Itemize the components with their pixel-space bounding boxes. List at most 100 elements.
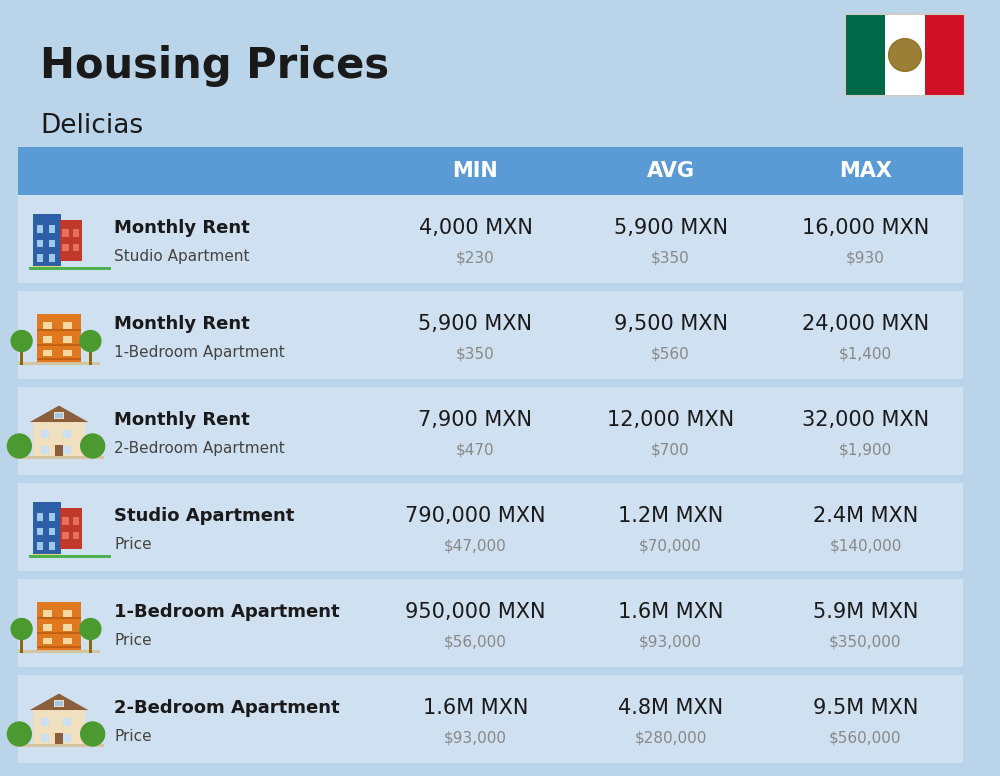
- Text: $47,000: $47,000: [444, 539, 507, 554]
- Text: $350,000: $350,000: [829, 635, 902, 650]
- FancyBboxPatch shape: [63, 733, 71, 742]
- FancyBboxPatch shape: [33, 502, 61, 559]
- Circle shape: [80, 331, 101, 352]
- FancyBboxPatch shape: [29, 268, 111, 270]
- Text: $93,000: $93,000: [444, 731, 507, 746]
- Text: 2-Bedroom Apartment: 2-Bedroom Apartment: [114, 698, 340, 716]
- FancyBboxPatch shape: [43, 610, 52, 617]
- FancyBboxPatch shape: [18, 675, 100, 763]
- Text: 790,000 MXN: 790,000 MXN: [405, 505, 546, 525]
- Text: MIN: MIN: [453, 161, 498, 181]
- Text: $560: $560: [651, 347, 690, 362]
- FancyBboxPatch shape: [33, 422, 85, 459]
- FancyBboxPatch shape: [573, 387, 768, 475]
- FancyBboxPatch shape: [37, 329, 81, 331]
- Text: MAX: MAX: [839, 161, 892, 181]
- FancyBboxPatch shape: [49, 528, 55, 535]
- FancyBboxPatch shape: [43, 336, 52, 342]
- FancyBboxPatch shape: [55, 701, 63, 706]
- FancyBboxPatch shape: [37, 513, 43, 521]
- Text: $470: $470: [456, 443, 495, 458]
- FancyBboxPatch shape: [33, 710, 85, 747]
- Text: $140,000: $140,000: [829, 539, 902, 554]
- FancyBboxPatch shape: [43, 350, 52, 356]
- Text: Studio Apartment: Studio Apartment: [114, 507, 294, 525]
- FancyBboxPatch shape: [100, 579, 378, 667]
- FancyBboxPatch shape: [768, 483, 963, 571]
- FancyBboxPatch shape: [73, 230, 79, 237]
- FancyBboxPatch shape: [37, 632, 81, 633]
- Text: 7,900 MXN: 7,900 MXN: [418, 410, 532, 430]
- FancyBboxPatch shape: [41, 445, 49, 454]
- Text: 950,000 MXN: 950,000 MXN: [405, 601, 546, 622]
- FancyBboxPatch shape: [18, 147, 100, 195]
- FancyBboxPatch shape: [18, 387, 100, 475]
- FancyBboxPatch shape: [768, 291, 963, 379]
- Circle shape: [81, 434, 105, 458]
- FancyBboxPatch shape: [49, 255, 55, 262]
- FancyBboxPatch shape: [29, 556, 111, 559]
- Text: 4.8M MXN: 4.8M MXN: [618, 698, 723, 718]
- FancyBboxPatch shape: [89, 638, 92, 653]
- FancyBboxPatch shape: [62, 230, 69, 237]
- Text: Monthly Rent: Monthly Rent: [114, 219, 250, 237]
- Text: 5.9M MXN: 5.9M MXN: [813, 601, 918, 622]
- FancyBboxPatch shape: [37, 344, 81, 345]
- Text: $70,000: $70,000: [639, 539, 702, 554]
- Text: Price: Price: [114, 537, 152, 552]
- FancyBboxPatch shape: [33, 266, 61, 270]
- FancyBboxPatch shape: [18, 650, 100, 653]
- Text: $56,000: $56,000: [444, 635, 507, 650]
- FancyBboxPatch shape: [37, 240, 43, 248]
- Circle shape: [889, 39, 921, 71]
- Text: Monthly Rent: Monthly Rent: [114, 411, 250, 428]
- FancyBboxPatch shape: [62, 518, 69, 525]
- FancyBboxPatch shape: [18, 195, 100, 283]
- FancyBboxPatch shape: [49, 225, 55, 233]
- Text: 1-Bedroom Apartment: 1-Bedroom Apartment: [114, 345, 285, 360]
- FancyBboxPatch shape: [37, 646, 81, 648]
- FancyBboxPatch shape: [37, 314, 81, 365]
- Text: 9,500 MXN: 9,500 MXN: [614, 314, 728, 334]
- FancyBboxPatch shape: [63, 430, 71, 438]
- FancyBboxPatch shape: [100, 483, 378, 571]
- Text: 1.2M MXN: 1.2M MXN: [618, 505, 723, 525]
- FancyBboxPatch shape: [14, 456, 104, 459]
- FancyBboxPatch shape: [63, 350, 72, 356]
- FancyBboxPatch shape: [18, 362, 100, 365]
- Text: $560,000: $560,000: [829, 731, 902, 746]
- Text: $280,000: $280,000: [634, 731, 707, 746]
- Text: Delicias: Delicias: [40, 113, 143, 139]
- FancyBboxPatch shape: [37, 542, 43, 550]
- Text: $700: $700: [651, 443, 690, 458]
- FancyBboxPatch shape: [73, 518, 79, 525]
- FancyBboxPatch shape: [18, 579, 100, 667]
- FancyBboxPatch shape: [768, 675, 963, 763]
- Text: 24,000 MXN: 24,000 MXN: [802, 314, 929, 334]
- FancyBboxPatch shape: [378, 195, 573, 283]
- Text: 2.4M MXN: 2.4M MXN: [813, 505, 918, 525]
- Text: $1,400: $1,400: [839, 347, 892, 362]
- FancyBboxPatch shape: [20, 638, 23, 653]
- FancyBboxPatch shape: [925, 14, 965, 96]
- FancyBboxPatch shape: [89, 350, 92, 365]
- Circle shape: [7, 434, 31, 458]
- FancyBboxPatch shape: [63, 638, 72, 644]
- FancyBboxPatch shape: [573, 675, 768, 763]
- FancyBboxPatch shape: [37, 358, 81, 360]
- FancyBboxPatch shape: [63, 336, 72, 342]
- FancyBboxPatch shape: [37, 225, 43, 233]
- Text: 5,900 MXN: 5,900 MXN: [614, 217, 728, 237]
- FancyBboxPatch shape: [62, 532, 69, 539]
- FancyBboxPatch shape: [18, 291, 100, 379]
- FancyBboxPatch shape: [378, 147, 573, 195]
- FancyBboxPatch shape: [100, 147, 378, 195]
- FancyBboxPatch shape: [100, 291, 378, 379]
- Text: 1-Bedroom Apartment: 1-Bedroom Apartment: [114, 602, 340, 621]
- FancyBboxPatch shape: [37, 255, 43, 262]
- FancyBboxPatch shape: [54, 699, 64, 707]
- FancyBboxPatch shape: [62, 244, 69, 251]
- FancyBboxPatch shape: [60, 220, 82, 262]
- Circle shape: [11, 331, 32, 352]
- Circle shape: [81, 722, 105, 746]
